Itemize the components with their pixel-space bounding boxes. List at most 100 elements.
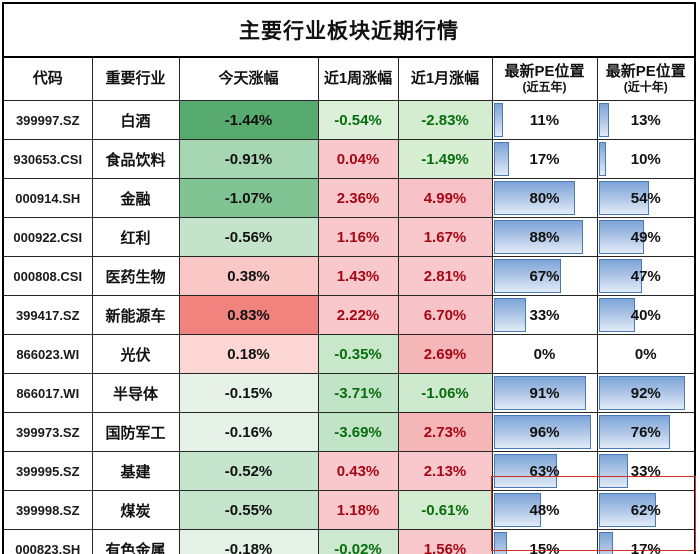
pe-value: 88% <box>529 228 560 246</box>
pe-value: 13% <box>630 111 661 129</box>
pe-data-bar <box>598 415 670 449</box>
pe-data-bar <box>493 454 558 488</box>
pe-value: 11% <box>529 111 560 129</box>
table-row: 399417.SZ 新能源车 0.83% 2.22% 6.70% 33% 40% <box>2 295 696 335</box>
pe-value: 0% <box>533 345 556 363</box>
pe-value: 80% <box>529 189 560 207</box>
pe-data-bar <box>493 103 503 137</box>
stock-code-cell: 399998.SZ <box>2 490 93 530</box>
stock-code-cell: 399417.SZ <box>2 295 93 335</box>
today-change-cell: -1.44% <box>178 100 319 140</box>
title-row: 主要行业板块近期行情 <box>2 2 696 58</box>
pe-value: 10% <box>630 150 661 168</box>
table-row: 930653.CSI 食品饮料 -0.91% 0.04% -1.49% 17% 10% <box>2 139 696 179</box>
col-header-pe10-line2: (近十年) <box>623 79 668 94</box>
month-change-cell: 1.67% <box>397 217 493 257</box>
table-row: 399995.SZ 基建 -0.52% 0.43% 2.13% 63% 33% <box>2 451 696 491</box>
table-row: 000823.SH 有色金属 -0.18% -0.02% 1.56% 15% 17% <box>2 529 696 554</box>
pe-value: 92% <box>630 384 661 402</box>
pe-data-bar <box>598 259 642 293</box>
pe-value: 54% <box>630 189 661 207</box>
month-change-cell: 4.99% <box>397 178 493 218</box>
stock-code-cell: 399997.SZ <box>2 100 93 140</box>
pe-data-bar <box>598 298 636 332</box>
stock-code-cell: 866023.WI <box>2 334 93 374</box>
pe-value: 91% <box>529 384 560 402</box>
pe5-cell: 17% <box>491 139 598 179</box>
stock-code-cell: 000914.SH <box>2 178 93 218</box>
today-change-cell: -0.56% <box>178 217 319 257</box>
month-change-cell: 2.81% <box>397 256 493 296</box>
pe-data-bar <box>493 298 526 332</box>
pe5-cell: 67% <box>491 256 598 296</box>
month-change-cell: -1.49% <box>397 139 493 179</box>
col-header-pe5-line1: 最新PE位置 <box>504 63 585 81</box>
industry-cell: 煤炭 <box>91 490 180 530</box>
week-change-cell: -3.69% <box>317 412 399 452</box>
pe5-cell: 48% <box>491 490 598 530</box>
pe-data-bar <box>598 142 607 176</box>
pe5-cell: 11% <box>491 100 598 140</box>
today-change-cell: -0.18% <box>178 529 319 554</box>
col-header-industry: 重要行业 <box>91 56 180 101</box>
pe5-cell: 33% <box>491 295 598 335</box>
industry-cell: 国防军工 <box>91 412 180 452</box>
pe-data-bar <box>598 103 610 137</box>
week-change-cell: 1.18% <box>317 490 399 530</box>
pe-data-bar <box>493 493 542 527</box>
industry-cell: 食品饮料 <box>91 139 180 179</box>
pe-data-bar <box>493 376 587 410</box>
pe-value: 33% <box>529 306 560 324</box>
col-header-pe10: 最新PE位置 (近十年) <box>596 56 696 101</box>
pe-value: 40% <box>630 306 661 324</box>
month-change-cell: 2.73% <box>397 412 493 452</box>
stock-code-cell: 000823.SH <box>2 529 93 554</box>
pe5-cell: 96% <box>491 412 598 452</box>
week-change-cell: -0.35% <box>317 334 399 374</box>
pe-data-bar <box>598 181 649 215</box>
week-change-cell: -0.54% <box>317 100 399 140</box>
pe10-cell: 40% <box>596 295 696 335</box>
pe-data-bar <box>493 259 562 293</box>
pe-value: 76% <box>630 423 661 441</box>
pe5-cell: 63% <box>491 451 598 491</box>
pe10-cell: 92% <box>596 373 696 413</box>
pe10-cell: 17% <box>596 529 696 554</box>
pe-value: 48% <box>529 501 560 519</box>
col-header-week-change: 近1周涨幅 <box>317 56 399 101</box>
pe-data-bar <box>598 532 613 554</box>
table-row: 000922.CSI 红利 -0.56% 1.16% 1.67% 88% 49% <box>2 217 696 257</box>
pe-data-bar <box>493 181 575 215</box>
month-change-cell: -0.61% <box>397 490 493 530</box>
industry-cell: 有色金属 <box>91 529 180 554</box>
pe10-cell: 62% <box>596 490 696 530</box>
month-change-cell: -1.06% <box>397 373 493 413</box>
pe-value: 47% <box>630 267 661 285</box>
col-header-pe5: 最新PE位置 (近五年) <box>491 56 598 101</box>
month-change-cell: 2.13% <box>397 451 493 491</box>
pe-data-bar <box>598 220 644 254</box>
page-title: 主要行业板块近期行情 <box>2 2 696 58</box>
pe-data-bar <box>493 532 508 554</box>
today-change-cell: 0.38% <box>178 256 319 296</box>
pe5-cell: 15% <box>491 529 598 554</box>
industry-cell: 光伏 <box>91 334 180 374</box>
industry-cell: 红利 <box>91 217 180 257</box>
pe-data-bar <box>598 376 686 410</box>
stock-code-cell: 399995.SZ <box>2 451 93 491</box>
week-change-cell: 0.43% <box>317 451 399 491</box>
today-change-cell: 0.83% <box>178 295 319 335</box>
industry-cell: 新能源车 <box>91 295 180 335</box>
today-change-cell: -1.07% <box>178 178 319 218</box>
week-change-cell: 1.43% <box>317 256 399 296</box>
pe-value: 17% <box>630 540 661 554</box>
today-change-cell: -0.55% <box>178 490 319 530</box>
week-change-cell: 2.22% <box>317 295 399 335</box>
pe-value: 0% <box>634 345 657 363</box>
week-change-cell: -3.71% <box>317 373 399 413</box>
today-change-cell: 0.18% <box>178 334 319 374</box>
industry-cell: 医药生物 <box>91 256 180 296</box>
pe10-cell: 76% <box>596 412 696 452</box>
pe10-cell: 0% <box>596 334 696 374</box>
